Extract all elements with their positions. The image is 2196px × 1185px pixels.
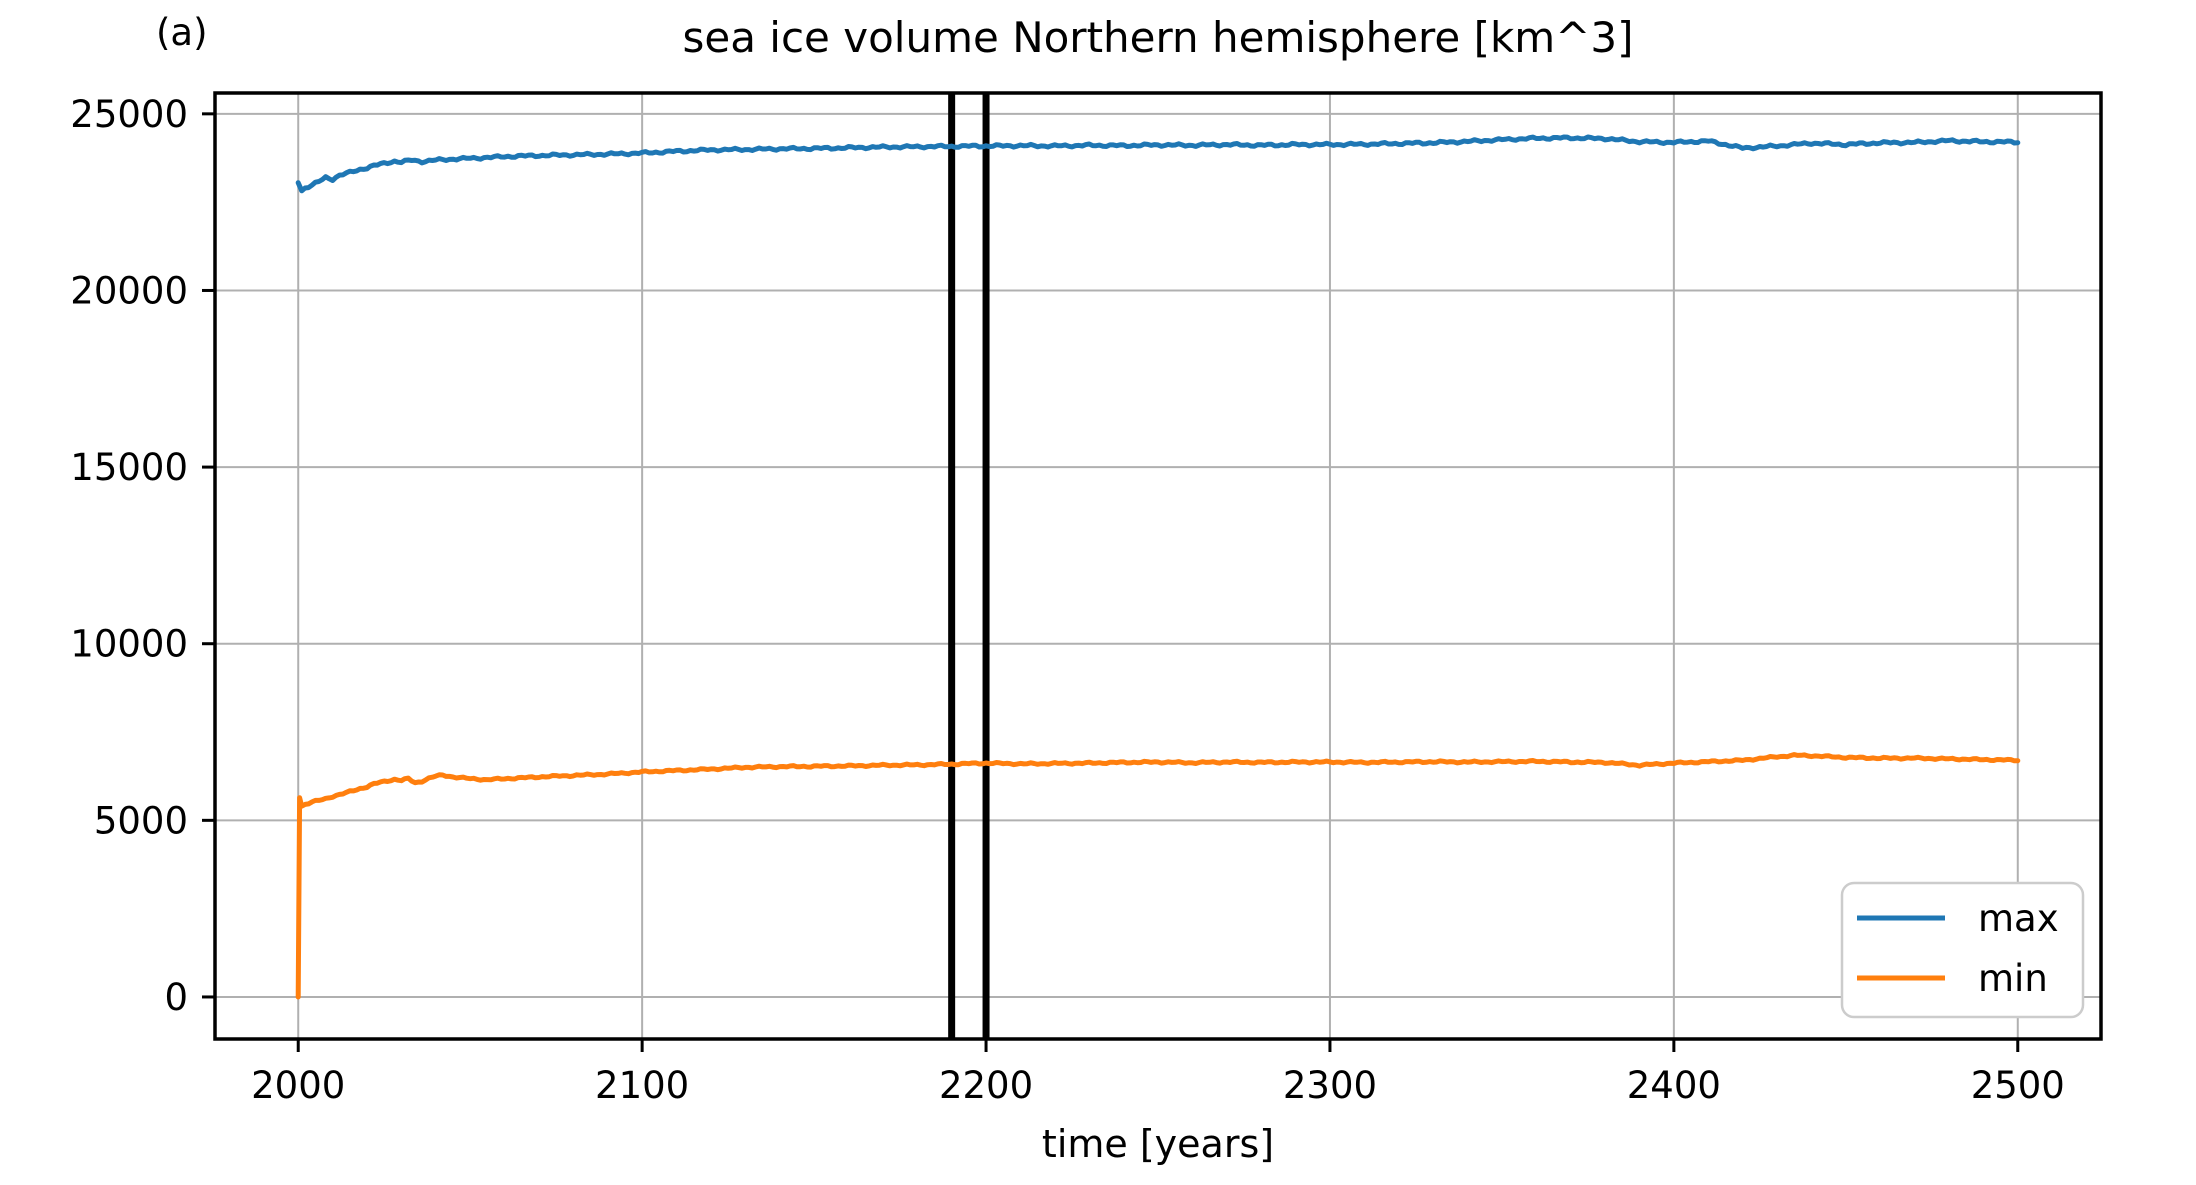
- vertical-marker-lines: [948, 93, 990, 1039]
- legend: max min: [1840, 881, 2085, 1019]
- series-line-min: [295, 752, 2021, 1000]
- y-tick-label: 20000: [70, 269, 188, 312]
- axis-ticks: 2000 2100 2200 2300 2400 25000500010000150002…: [70, 93, 2065, 1107]
- corner-label: (a): [156, 11, 208, 54]
- grid-lines: [215, 93, 2101, 1039]
- x-tick-label: 2200: [939, 1064, 1033, 1107]
- chart-title: sea ice volume Northern hemisphere [km^3…: [682, 13, 1633, 62]
- y-tick-label: 5000: [94, 799, 188, 842]
- series-line-max: [295, 134, 2021, 194]
- y-tick-label: 25000: [70, 93, 188, 136]
- x-axis-label: time [years]: [1042, 1122, 1274, 1166]
- legend-min-label: min: [1978, 957, 2048, 1000]
- legend-max-label: max: [1978, 897, 2059, 940]
- x-tick-label: 2400: [1627, 1064, 1721, 1107]
- data-series-lines: [295, 134, 2021, 1000]
- y-tick-label: 15000: [70, 446, 188, 489]
- x-tick-label: 2500: [1971, 1064, 2065, 1107]
- y-tick-label: 0: [164, 976, 188, 1019]
- plot-border: [213, 91, 2103, 1041]
- y-tick-label: 10000: [70, 623, 188, 666]
- x-tick-label: 2100: [595, 1064, 689, 1107]
- x-tick-label: 2000: [251, 1064, 345, 1107]
- x-tick-label: 2300: [1283, 1064, 1377, 1107]
